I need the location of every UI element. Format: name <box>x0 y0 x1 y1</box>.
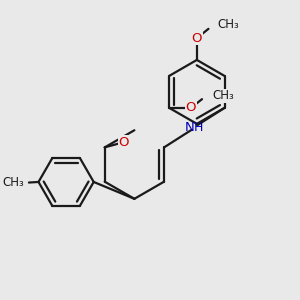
Text: N: N <box>185 121 195 134</box>
Text: O: O <box>118 136 129 149</box>
Text: CH₃: CH₃ <box>218 18 239 31</box>
Text: CH₃: CH₃ <box>212 89 234 102</box>
Text: O: O <box>186 101 196 114</box>
Text: O: O <box>192 32 202 45</box>
Text: H: H <box>194 121 203 134</box>
Text: CH₃: CH₃ <box>2 176 24 189</box>
